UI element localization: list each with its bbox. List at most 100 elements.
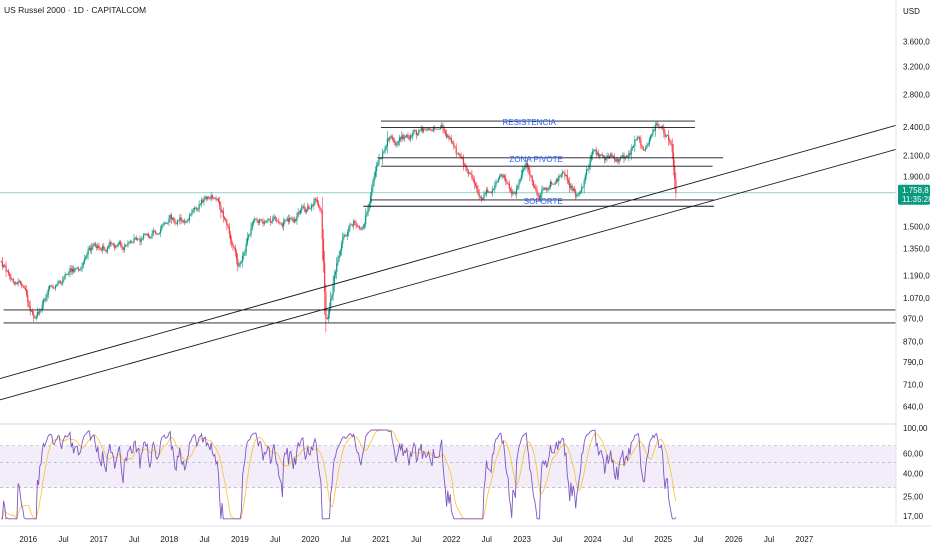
price-pane[interactable]: RESISTENCIA ZONA PIVOTE SOPORTE xyxy=(0,118,897,401)
candle-body xyxy=(115,246,117,248)
time-tick-label: Jul xyxy=(552,535,562,544)
candle-body xyxy=(144,233,146,235)
candle-body xyxy=(663,128,665,133)
candle-body xyxy=(406,134,408,138)
candle-body xyxy=(344,235,346,237)
candle-body xyxy=(641,145,643,148)
soporte-label[interactable]: SOPORTE xyxy=(524,197,563,206)
candle-body xyxy=(468,173,471,174)
candle-body xyxy=(631,147,634,149)
candle-body xyxy=(45,297,47,301)
candle-body xyxy=(437,128,439,130)
rsi-axis[interactable]: 17,00 25,00 40,00 60,00 100,00 xyxy=(903,424,928,521)
candle-body xyxy=(228,226,230,234)
candle-body xyxy=(226,220,228,226)
candle-body xyxy=(132,242,134,243)
candle-body xyxy=(509,188,512,191)
candle-body xyxy=(158,233,160,234)
candle-body xyxy=(419,130,421,131)
time-tick-label: Jul xyxy=(411,535,421,544)
candle-body xyxy=(188,215,191,221)
candle-body xyxy=(397,141,399,144)
candle-body xyxy=(499,176,501,179)
candle-body xyxy=(248,235,250,238)
candle-body xyxy=(304,209,306,212)
candle-body xyxy=(205,196,207,199)
rsi-tick-label: 17,00 xyxy=(903,512,924,521)
candle-body xyxy=(642,147,644,150)
candle-body xyxy=(541,189,543,195)
candle-body xyxy=(515,188,518,194)
candle-body xyxy=(464,164,466,166)
candle-body xyxy=(346,232,349,236)
candle-body xyxy=(44,299,46,301)
countdown-label: 11:35:28 xyxy=(902,195,932,204)
candle-body xyxy=(150,237,152,239)
candle-body xyxy=(646,145,648,148)
candle-body xyxy=(147,233,150,237)
price-tick-label: 1.900,0 xyxy=(903,172,930,181)
candle-body xyxy=(140,239,142,242)
candle-body xyxy=(53,288,55,289)
candle-body xyxy=(193,207,195,211)
candle-body xyxy=(122,247,124,251)
candle-body xyxy=(372,182,374,188)
candle-body xyxy=(311,205,314,207)
candle-body xyxy=(291,217,293,220)
candle-body xyxy=(174,220,176,224)
candle-body xyxy=(431,130,433,131)
candle-body xyxy=(627,156,629,158)
candle-body xyxy=(281,224,284,227)
candle-body xyxy=(500,174,502,177)
candle-body xyxy=(260,219,262,221)
price-axis[interactable]: 640,0 710,0 790,0 870,0 970,0 1.070,0 1.190,0 1… xyxy=(895,0,930,526)
candle-body xyxy=(390,136,392,138)
candle-body xyxy=(283,221,285,227)
rsi-tick-label: 100,00 xyxy=(903,424,928,433)
candle-body xyxy=(587,169,589,170)
candle-body xyxy=(273,216,275,219)
candle-body xyxy=(590,155,592,160)
resistencia-label[interactable]: RESISTENCIA xyxy=(502,118,556,127)
candle-body xyxy=(267,219,269,222)
candle-body xyxy=(578,192,580,195)
candle-body xyxy=(238,264,240,267)
time-tick-label: 2027 xyxy=(795,535,813,544)
candle-body xyxy=(525,162,527,166)
candle-body xyxy=(651,134,653,137)
candle-body xyxy=(585,169,588,176)
candle-body xyxy=(34,317,36,319)
candle-body xyxy=(410,135,413,137)
candle-body xyxy=(420,127,422,131)
candle-body xyxy=(223,217,226,220)
candle-body xyxy=(675,179,677,193)
zona-pivote-label[interactable]: ZONA PIVOTE xyxy=(510,155,563,164)
price-tick-label: 710,0 xyxy=(903,380,924,389)
candle-body xyxy=(168,218,170,223)
price-tick-label: 1.190,0 xyxy=(903,271,930,280)
rsi-pane[interactable] xyxy=(0,429,896,520)
candle-body xyxy=(349,224,351,228)
time-tick-label: 2019 xyxy=(231,535,249,544)
candle-body xyxy=(280,223,282,225)
trendline-lower[interactable] xyxy=(0,148,897,401)
candle-body xyxy=(25,289,28,295)
time-tick-label: Jul xyxy=(199,535,209,544)
candle-body xyxy=(214,197,216,199)
candle-body xyxy=(286,218,288,221)
time-axis[interactable]: 2016 Jul 2017 Jul 2018 Jul 2019 Jul 2020 Jul 2021 J… xyxy=(0,525,932,544)
candle-body xyxy=(579,191,582,193)
candle-body xyxy=(368,203,370,207)
candle-body xyxy=(403,136,405,139)
candle-body xyxy=(554,182,556,185)
candle-body xyxy=(482,198,484,200)
trendline-upper[interactable] xyxy=(0,124,897,379)
candle-body xyxy=(665,135,667,137)
candle-body xyxy=(74,268,76,272)
candle-body xyxy=(447,135,449,138)
candle-body xyxy=(549,181,551,188)
candle-body xyxy=(75,268,77,269)
candle-body xyxy=(6,270,8,272)
candle-body xyxy=(128,242,130,244)
